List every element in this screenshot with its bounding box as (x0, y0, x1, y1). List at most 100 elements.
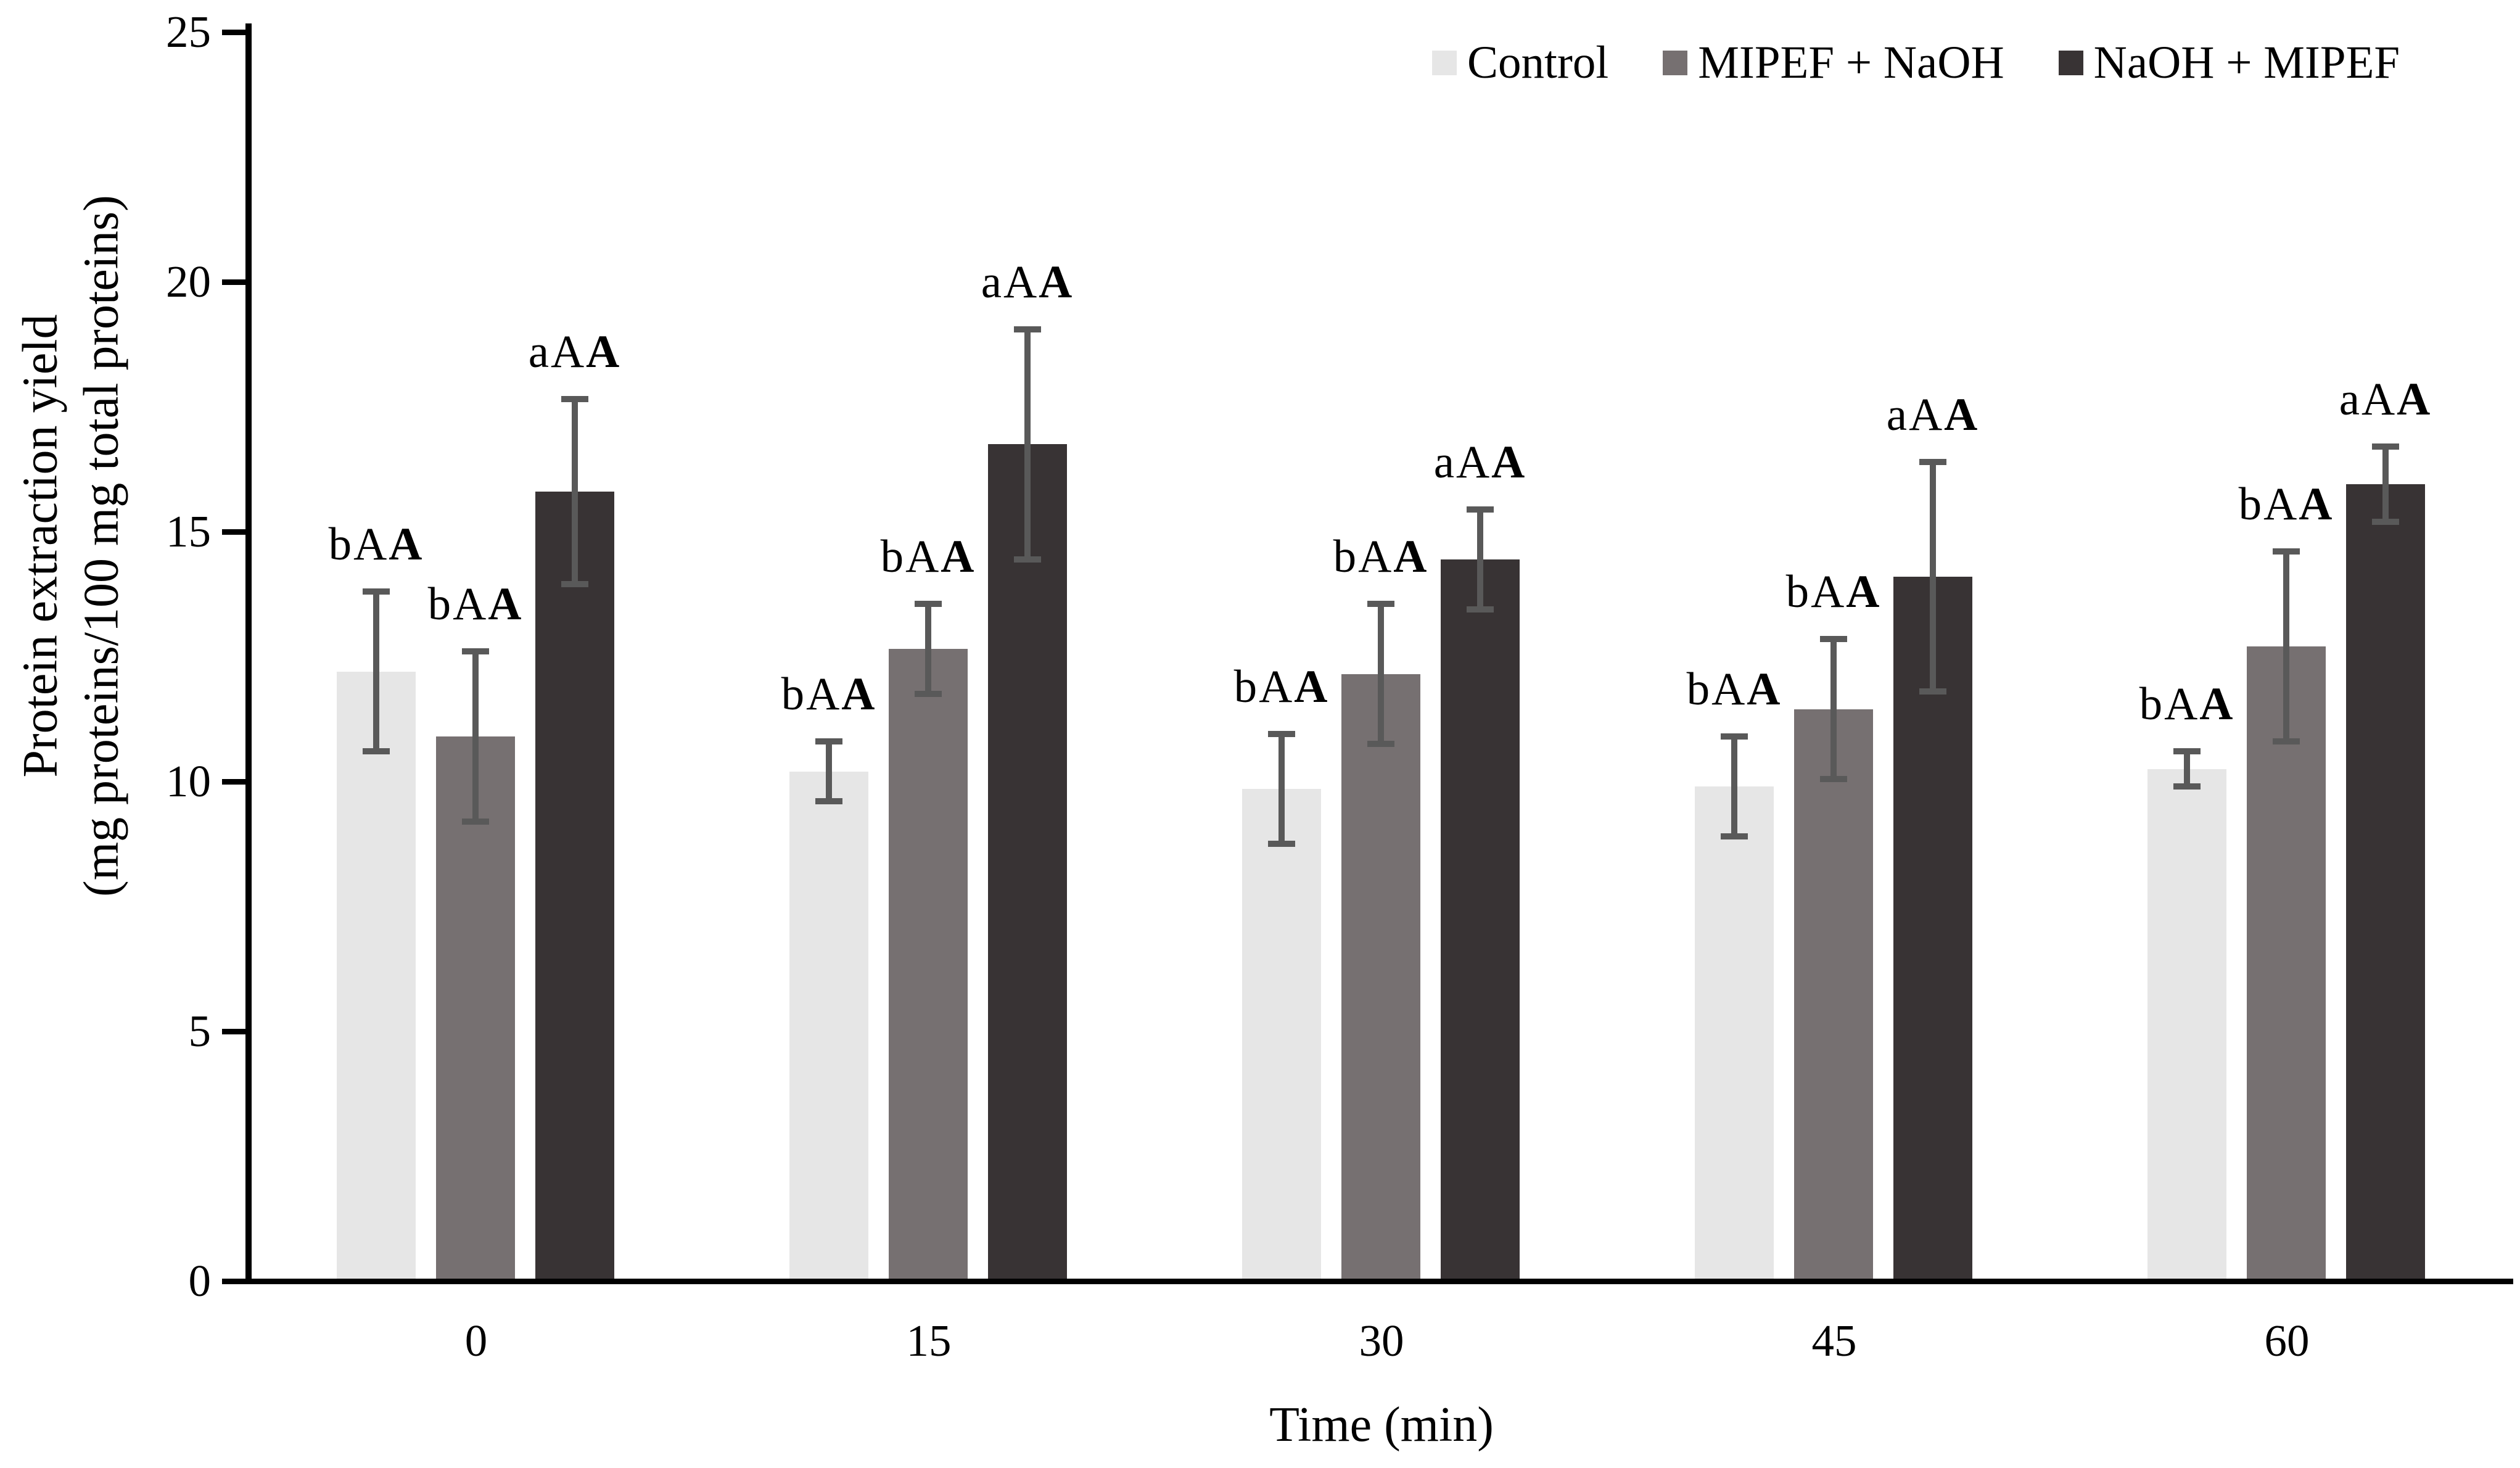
legend-label: NaOH + MIPEF (2093, 37, 2400, 88)
error-bar-whisker (925, 604, 931, 695)
bar-control-t15 (789, 771, 868, 1281)
legend-swatch-icon (1432, 51, 1457, 75)
x-category-label: 30 (1359, 1316, 1404, 1366)
error-bar-cap-bottom (1721, 833, 1748, 840)
error-bar-cap-top (815, 738, 842, 745)
significance-label-bold-char: A (1294, 661, 1330, 713)
bar-naoh-mipef-t30 (1441, 559, 1520, 1281)
legend-item-naoh-mipef: NaOH + MIPEF (2058, 35, 2400, 91)
error-bar-whisker (1378, 604, 1384, 744)
error-bar-whisker (2382, 447, 2389, 522)
error-bar-cap-bottom (1919, 688, 1946, 695)
y-tick-label: 5 (188, 1006, 212, 1056)
significance-label: bAA (880, 531, 976, 583)
x-category-label: 0 (464, 1316, 488, 1366)
legend-swatch-icon (1663, 51, 1688, 75)
significance-label-bold-char: A (1393, 531, 1429, 583)
error-bar-whisker (572, 399, 578, 585)
significance-label-bold-char: A (2299, 479, 2334, 530)
error-bar-cap-bottom (1467, 606, 1494, 612)
significance-label: aAA (1886, 389, 1980, 440)
significance-label: bAA (427, 579, 524, 630)
significance-label: bAA (1233, 661, 1330, 713)
legend: Control MIPEF + NaOH NaOH + MIPEF (1432, 35, 2400, 91)
legend-label: MIPEF + NaOH (1698, 37, 2004, 88)
significance-label: bAA (1686, 664, 1782, 715)
y-axis-tick (222, 778, 245, 785)
error-bar-cap-bottom (1268, 841, 1295, 847)
error-bar-cap-top (1014, 326, 1041, 332)
error-bar-whisker (1279, 734, 1285, 844)
error-bar-whisker (1830, 639, 1837, 779)
y-tick-label: 10 (166, 756, 211, 806)
significance-label-bold-char: A (2397, 374, 2432, 426)
y-axis-tick (222, 29, 245, 35)
error-bar-cap-bottom (2372, 518, 2399, 525)
error-bar-cap-top (2273, 548, 2300, 555)
x-category-label: 60 (2264, 1316, 2310, 1366)
legend-item-mipef-naoh: MIPEF + NaOH (1663, 35, 2004, 91)
significance-label-bold-char: A (2199, 678, 2235, 730)
error-bar-whisker (1731, 736, 1737, 837)
y-axis-tick (222, 529, 245, 535)
bar-control-t60 (2147, 769, 2226, 1281)
bar-control-t30 (1242, 789, 1321, 1281)
error-bar-cap-top (1919, 458, 1946, 465)
legend-swatch-icon (2058, 51, 2083, 75)
error-bar-cap-bottom (1014, 556, 1041, 563)
bar-control-t0 (337, 671, 416, 1281)
bar-mipef-naoh-t0 (436, 736, 515, 1281)
error-bar-cap-bottom (915, 691, 942, 698)
error-bar-cap-bottom (561, 581, 588, 588)
error-bar-whisker (373, 592, 379, 752)
error-bar-whisker (1477, 509, 1483, 609)
significance-label: aAA (2339, 374, 2432, 426)
x-axis-title: Time (min) (1269, 1398, 1494, 1452)
error-bar-cap-top (2372, 443, 2399, 450)
x-category-label: 15 (906, 1316, 952, 1366)
significance-label-bold-char: A (1039, 256, 1074, 308)
significance-label-bold-char: A (586, 326, 622, 378)
significance-label-bold-char: A (1747, 664, 1782, 715)
error-bar-cap-top (1268, 731, 1295, 738)
error-bar-cap-top (561, 396, 588, 403)
bar-control-t45 (1695, 786, 1774, 1281)
error-bar-cap-top (1721, 733, 1748, 740)
y-axis-tick (222, 279, 245, 285)
significance-label: bAA (2139, 678, 2235, 730)
error-bar-whisker (2283, 551, 2289, 742)
significance-label: bAA (1333, 531, 1429, 583)
error-bar-cap-top (1820, 636, 1847, 643)
y-axis-tick (222, 1028, 245, 1034)
error-bar-cap-bottom (462, 818, 489, 825)
x-axis-line (245, 1279, 2513, 1284)
error-bar-cap-top (462, 648, 489, 655)
significance-label-bold-char: A (1491, 436, 1527, 488)
error-bar-cap-top (1467, 506, 1494, 513)
significance-label-bold-char: A (389, 519, 424, 571)
error-bar-whisker (2184, 751, 2190, 787)
bar-naoh-mipef-t0 (535, 492, 614, 1281)
error-bar-cap-bottom (363, 748, 390, 755)
bar-mipef-naoh-t60 (2247, 646, 2326, 1281)
error-bar-whisker (1024, 329, 1031, 559)
y-axis-title-line1: Protein extraction yield (13, 314, 68, 778)
error-bar-cap-bottom (1367, 741, 1394, 748)
significance-label-bold-char: A (941, 531, 976, 583)
significance-label-bold-char: A (1846, 566, 1882, 618)
legend-label: Control (1467, 37, 1609, 88)
y-tick-label: 15 (166, 506, 211, 556)
bar-naoh-mipef-t60 (2346, 484, 2425, 1281)
error-bar-cap-bottom (2273, 738, 2300, 745)
error-bar-whisker (826, 741, 832, 802)
error-bar-whisker (1930, 461, 1936, 692)
error-bar-cap-bottom (815, 798, 842, 805)
error-bar-cap-bottom (2173, 783, 2201, 790)
significance-label-bold-char: A (841, 669, 877, 720)
y-tick-label: 25 (166, 7, 211, 57)
bar-naoh-mipef-t15 (988, 444, 1067, 1281)
error-bar-cap-bottom (1820, 775, 1847, 782)
significance-label-bold-char: A (488, 579, 524, 630)
error-bar-cap-top (1367, 601, 1394, 608)
